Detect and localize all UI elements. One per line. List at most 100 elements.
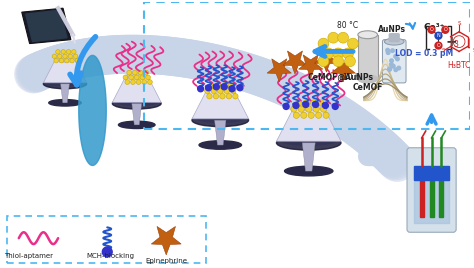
- Circle shape: [390, 63, 393, 66]
- Circle shape: [136, 80, 141, 84]
- Circle shape: [298, 106, 304, 112]
- Polygon shape: [132, 103, 142, 125]
- Circle shape: [133, 70, 137, 75]
- Ellipse shape: [358, 75, 377, 83]
- Circle shape: [337, 32, 348, 43]
- Ellipse shape: [112, 98, 161, 109]
- Text: H₃BTC: H₃BTC: [447, 61, 471, 70]
- Circle shape: [72, 50, 76, 54]
- Text: O: O: [444, 27, 447, 32]
- Ellipse shape: [44, 79, 87, 89]
- Circle shape: [144, 70, 148, 75]
- Circle shape: [215, 83, 221, 88]
- Polygon shape: [299, 55, 323, 78]
- Text: 80 °C: 80 °C: [337, 21, 359, 30]
- Polygon shape: [79, 55, 106, 165]
- Circle shape: [140, 75, 145, 80]
- Circle shape: [390, 59, 393, 62]
- Circle shape: [397, 66, 401, 70]
- Text: AuNPs: AuNPs: [378, 25, 406, 34]
- Text: S: S: [473, 48, 474, 53]
- Text: 3: 3: [453, 40, 458, 50]
- Circle shape: [386, 51, 390, 54]
- Ellipse shape: [384, 38, 404, 45]
- Circle shape: [323, 48, 334, 59]
- Ellipse shape: [281, 134, 337, 145]
- Circle shape: [213, 84, 219, 90]
- Polygon shape: [22, 8, 71, 44]
- Circle shape: [218, 88, 223, 94]
- Circle shape: [237, 85, 243, 91]
- Circle shape: [222, 83, 228, 88]
- Circle shape: [207, 94, 212, 99]
- Circle shape: [313, 106, 319, 112]
- Circle shape: [323, 112, 329, 118]
- Circle shape: [303, 102, 309, 107]
- Circle shape: [301, 112, 307, 118]
- Circle shape: [293, 103, 299, 109]
- Circle shape: [131, 80, 135, 84]
- Text: Thiol-aptamer: Thiol-aptamer: [4, 253, 53, 259]
- Circle shape: [320, 106, 327, 112]
- Circle shape: [138, 70, 143, 75]
- Circle shape: [73, 54, 78, 58]
- Circle shape: [64, 58, 69, 63]
- Circle shape: [318, 56, 329, 67]
- Circle shape: [129, 75, 134, 80]
- Circle shape: [293, 112, 300, 118]
- Circle shape: [54, 58, 58, 63]
- Polygon shape: [267, 59, 292, 82]
- Circle shape: [233, 94, 238, 99]
- Circle shape: [220, 94, 225, 99]
- Circle shape: [198, 86, 203, 92]
- Ellipse shape: [358, 31, 377, 39]
- Circle shape: [224, 88, 229, 94]
- Ellipse shape: [49, 99, 81, 106]
- Circle shape: [57, 54, 62, 58]
- Circle shape: [68, 54, 73, 58]
- Bar: [7, 216, 206, 263]
- Circle shape: [343, 48, 354, 59]
- Circle shape: [205, 88, 210, 94]
- Circle shape: [230, 88, 236, 94]
- Polygon shape: [302, 143, 315, 171]
- Circle shape: [66, 50, 71, 54]
- Ellipse shape: [284, 166, 333, 176]
- FancyBboxPatch shape: [389, 34, 399, 42]
- Text: Epinephrine: Epinephrine: [145, 258, 187, 264]
- Circle shape: [221, 84, 227, 90]
- Circle shape: [142, 80, 146, 84]
- Circle shape: [123, 75, 128, 80]
- Bar: [439, 168, 443, 217]
- Circle shape: [332, 103, 338, 109]
- Circle shape: [318, 100, 324, 106]
- Ellipse shape: [115, 97, 158, 105]
- Circle shape: [303, 100, 310, 106]
- Circle shape: [226, 94, 232, 99]
- Text: S: S: [457, 21, 461, 27]
- Circle shape: [435, 42, 442, 49]
- Circle shape: [396, 57, 399, 61]
- Polygon shape: [314, 49, 338, 72]
- Ellipse shape: [46, 78, 84, 85]
- Circle shape: [102, 247, 112, 257]
- Circle shape: [291, 106, 297, 112]
- Ellipse shape: [118, 121, 155, 129]
- Text: O: O: [430, 27, 433, 32]
- Polygon shape: [331, 59, 356, 82]
- Text: +: +: [446, 35, 457, 49]
- Circle shape: [313, 102, 319, 107]
- Polygon shape: [44, 59, 87, 83]
- Circle shape: [308, 112, 314, 118]
- Circle shape: [391, 49, 394, 53]
- Bar: [144, 2, 470, 129]
- Circle shape: [63, 54, 67, 58]
- Text: LOD = 0.3 pM: LOD = 0.3 pM: [395, 49, 454, 58]
- Circle shape: [213, 94, 219, 99]
- Polygon shape: [61, 84, 69, 103]
- Circle shape: [386, 49, 390, 52]
- Ellipse shape: [126, 73, 148, 79]
- Circle shape: [229, 86, 235, 92]
- Circle shape: [345, 56, 356, 67]
- Bar: [358, 35, 377, 79]
